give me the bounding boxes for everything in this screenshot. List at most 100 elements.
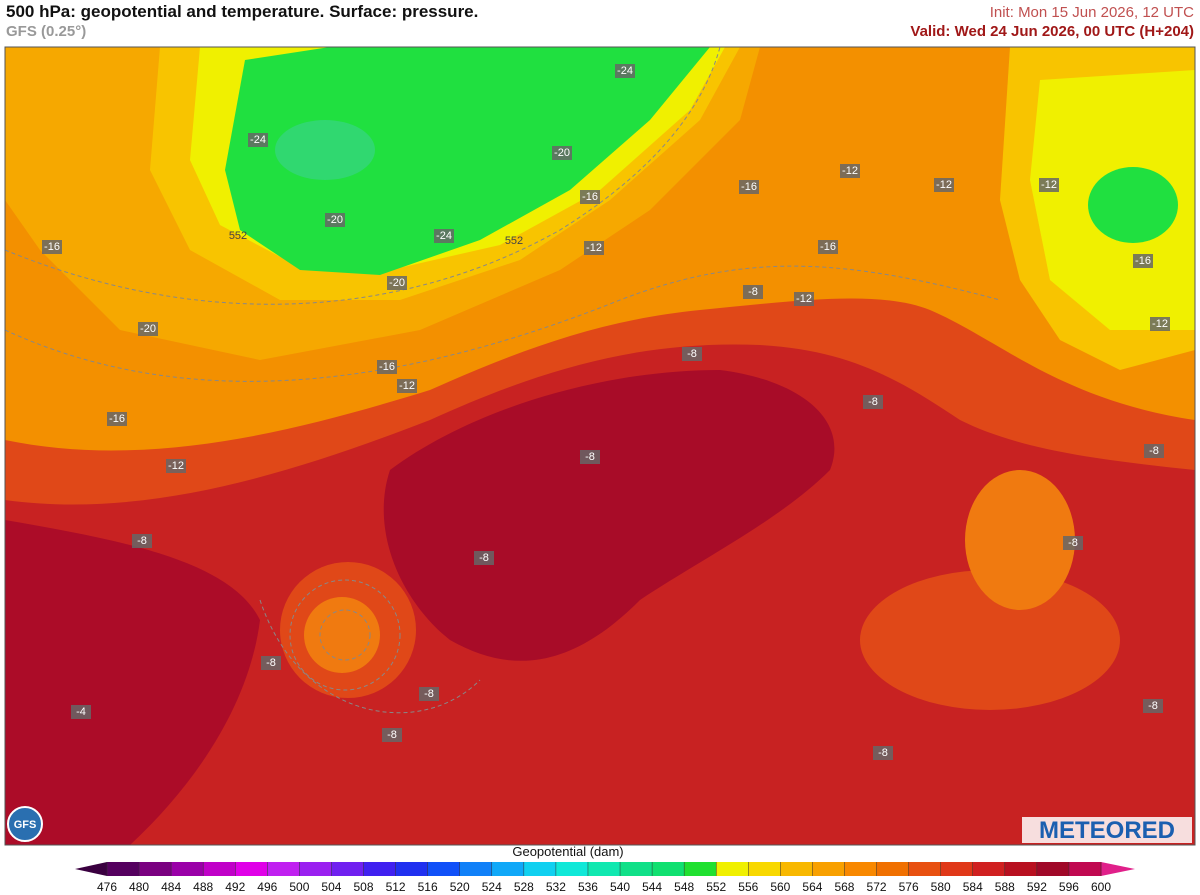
isobar <box>319 609 371 661</box>
colorbar-tick-label: 536 <box>578 880 598 894</box>
isobar <box>5 265 1001 382</box>
label-box <box>166 459 186 473</box>
temperature-label: -12 <box>796 293 812 305</box>
valid-time: Valid: Wed 24 Jun 2026, 00 UTC (H+204) <box>910 23 1194 40</box>
temperature-label: -12 <box>168 460 184 472</box>
temperature-label: -12 <box>1041 179 1057 191</box>
temperature-label: -8 <box>266 657 276 669</box>
temperature-label: -12 <box>842 165 858 177</box>
temperature-label: -12 <box>936 179 952 191</box>
label-box <box>387 276 407 290</box>
colorbar-swatch <box>844 862 878 876</box>
colorbar-swatch <box>491 862 525 876</box>
colorbar-swatch <box>427 862 461 876</box>
colorbar-tick-label: 532 <box>546 880 566 894</box>
azores-low-inner <box>304 597 380 673</box>
model-label: GFS (0.25°) <box>6 23 86 40</box>
brand-box <box>1022 817 1192 843</box>
label-box <box>1039 178 1059 192</box>
isobar <box>289 579 401 691</box>
colorbar-tick-label: 516 <box>418 880 438 894</box>
label-box <box>794 292 814 306</box>
label-box <box>818 240 838 254</box>
label-box <box>382 728 402 742</box>
colorbar-swatch <box>652 862 685 876</box>
isobar-label: 552 <box>229 230 247 242</box>
colorbar-swatch <box>748 862 781 876</box>
colorbar-swatch <box>1068 862 1102 876</box>
field-dark-red-west <box>5 520 260 845</box>
field-east-green <box>1088 167 1178 243</box>
temperature-label: -8 <box>687 348 697 360</box>
label-box <box>934 178 954 192</box>
label-box <box>1144 444 1164 458</box>
temperature-label: -8 <box>424 688 434 700</box>
field-green <box>225 47 710 275</box>
colorbar-tick-label: 496 <box>257 880 277 894</box>
temperature-label: -12 <box>399 380 415 392</box>
isobar <box>5 47 721 305</box>
colorbar-swatch <box>171 862 204 876</box>
colorbar-swatch <box>555 862 589 876</box>
label-box <box>1143 699 1163 713</box>
label-box <box>863 395 883 409</box>
temperature-label: -4 <box>76 706 86 718</box>
colorbar-tick-label: 556 <box>738 880 758 894</box>
label-box <box>1150 317 1170 331</box>
colorbar-arrow-low <box>75 862 107 876</box>
colorbar-swatch <box>780 862 813 876</box>
colorbar-tick-label: 500 <box>289 880 309 894</box>
temperature-label: -16 <box>820 241 836 253</box>
colorbar-tick-label: 512 <box>386 880 406 894</box>
label-box <box>132 534 152 548</box>
colorbar-swatch <box>1036 862 1070 876</box>
label-box <box>873 746 893 760</box>
colorbar-tick-label: 552 <box>706 880 726 894</box>
colorbar-swatch <box>1004 862 1038 876</box>
colorbar-tick-label: 492 <box>225 880 245 894</box>
label-box <box>474 551 494 565</box>
gfs-logo <box>7 806 43 842</box>
temperature-label: -16 <box>582 191 598 203</box>
label-box <box>615 64 635 78</box>
colorbar-swatch <box>235 862 268 876</box>
label-box <box>743 285 763 299</box>
colorbar-swatch <box>684 862 717 876</box>
brand-logo: METEORED <box>1039 817 1175 844</box>
colorbar-title: Geopotential (dam) <box>512 844 623 859</box>
label-box <box>434 229 454 243</box>
field-east-med <box>860 570 1120 710</box>
colorbar-tick-label: 572 <box>867 880 887 894</box>
colorbar: Geopotential (dam) 476 480 484 488 492 496 500… <box>75 844 1135 894</box>
temperature-label: -8 <box>748 286 758 298</box>
temperature-label: -20 <box>389 277 405 289</box>
colorbar-tick-label: 588 <box>995 880 1015 894</box>
temperature-label: -24 <box>250 134 266 146</box>
temperature-label: -16 <box>109 413 125 425</box>
field-green-core <box>275 120 375 180</box>
colorbar-swatch <box>587 862 621 876</box>
colorbar-swatch <box>972 862 1006 876</box>
label-box <box>584 241 604 255</box>
temperature-label: -20 <box>140 323 156 335</box>
colorbar-tick-label: 584 <box>963 880 983 894</box>
isobar-label: 552 <box>505 235 523 247</box>
temperature-label: -8 <box>1068 537 1078 549</box>
label-box <box>1063 536 1083 550</box>
colorbar-swatch <box>620 862 653 876</box>
temperature-label: -8 <box>137 535 147 547</box>
temperature-label: -8 <box>878 747 888 759</box>
colorbar-tick-label: 476 <box>97 880 117 894</box>
temperature-label: -16 <box>741 181 757 193</box>
field-dark-red <box>383 370 835 661</box>
temperature-label: -12 <box>586 242 602 254</box>
isobar <box>259 599 481 714</box>
colorbar-tick-label: 524 <box>482 880 502 894</box>
label-box <box>71 705 91 719</box>
colorbar-tick-label: 568 <box>834 880 854 894</box>
label-box <box>739 180 759 194</box>
colorbar-swatch <box>908 862 942 876</box>
map-frame <box>4 46 1196 846</box>
colorbar-tick-label: 560 <box>770 880 790 894</box>
